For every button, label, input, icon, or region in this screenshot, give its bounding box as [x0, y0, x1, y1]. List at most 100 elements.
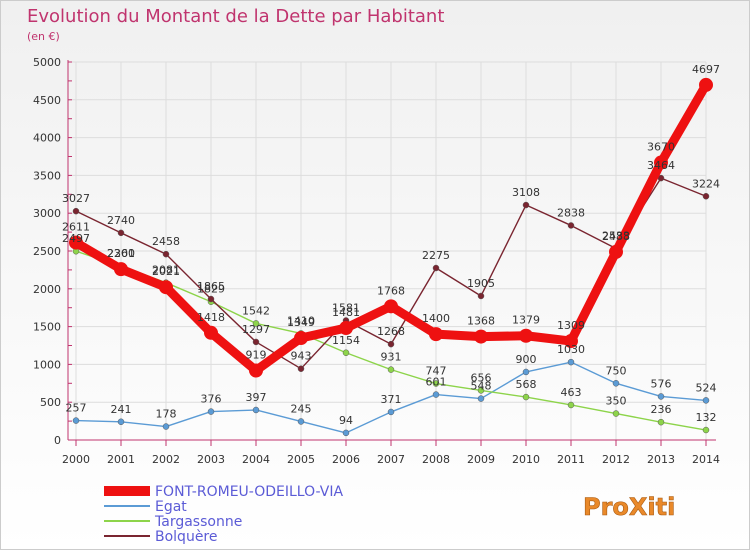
- data-label: 3224: [692, 177, 720, 190]
- data-label: 943: [291, 350, 312, 363]
- y-tick-label: 3000: [33, 207, 61, 220]
- y-tick-label: 0: [54, 434, 61, 447]
- data-label: 2081: [152, 264, 180, 277]
- data-label: 524: [696, 381, 717, 394]
- data-point: [387, 366, 395, 373]
- data-point: [162, 250, 170, 258]
- data-point: [117, 229, 125, 237]
- data-label: 656: [471, 371, 492, 384]
- data-point: [387, 340, 395, 348]
- legend-label: Targassonne: [154, 514, 242, 530]
- data-label: 1768: [377, 284, 405, 297]
- x-tick-label: 2009: [467, 453, 495, 466]
- data-label: 3108: [512, 186, 540, 199]
- data-point: [207, 295, 215, 303]
- data-point: [339, 321, 353, 336]
- data-label: 3670: [647, 141, 675, 154]
- data-label: 2611: [62, 221, 90, 234]
- series-bolqu-re: [72, 174, 710, 372]
- data-point: [114, 262, 128, 277]
- y-tick-label: 4000: [33, 132, 61, 145]
- data-label: 1905: [467, 277, 495, 290]
- data-point: [519, 328, 533, 343]
- data-label: 1829: [197, 283, 225, 296]
- y-tick-label: 4500: [33, 94, 61, 107]
- data-label: 1349: [287, 316, 315, 329]
- data-point: [702, 426, 710, 434]
- logo-text: ProXiti: [583, 493, 675, 521]
- data-label: 371: [381, 393, 402, 406]
- data-point: [342, 349, 350, 357]
- x-tick-label: 2007: [377, 453, 405, 466]
- chart-title: Evolution du Montant de la Dette par Hab…: [27, 6, 444, 27]
- data-point: [117, 418, 125, 426]
- x-tick-label: 2000: [62, 453, 90, 466]
- data-label: 1481: [332, 306, 360, 319]
- x-tick-label: 2011: [557, 453, 585, 466]
- data-label: 747: [426, 365, 447, 378]
- data-label: 236: [651, 403, 672, 416]
- data-label: 548: [471, 380, 492, 393]
- data-point: [564, 334, 578, 349]
- data-point: [567, 401, 575, 409]
- data-label: 1368: [467, 315, 495, 328]
- data-label: 4697: [692, 63, 720, 76]
- data-label: 2497: [62, 232, 90, 245]
- data-label: 2838: [557, 206, 585, 219]
- data-point: [522, 201, 530, 209]
- data-point: [69, 235, 83, 250]
- data-point: [477, 292, 485, 300]
- data-label: 1154: [332, 334, 360, 347]
- data-label: 2301: [107, 247, 135, 260]
- data-point: [657, 393, 665, 400]
- legend: FONT-ROMEU-ODEILLO-VIAEgatTargassonneBol…: [104, 484, 343, 545]
- data-label: 1400: [422, 312, 450, 325]
- data-point: [567, 358, 575, 366]
- y-tick-label: 1500: [33, 321, 61, 334]
- legend-label: Bolquère: [155, 529, 218, 545]
- data-label: 750: [606, 364, 627, 377]
- data-point: [567, 222, 575, 229]
- x-tick-label: 2004: [242, 453, 270, 466]
- x-tick-label: 2008: [422, 453, 450, 466]
- data-point: [657, 418, 665, 426]
- data-point: [252, 338, 260, 346]
- data-label: 3464: [647, 159, 675, 172]
- data-label: 568: [516, 378, 537, 391]
- series-layer: [69, 77, 713, 437]
- series-egat: [72, 358, 710, 437]
- data-label: 1309: [557, 319, 585, 332]
- x-tick-label: 2003: [197, 453, 225, 466]
- data-point: [384, 299, 398, 314]
- data-label: 463: [561, 386, 582, 399]
- x-tick-label: 2010: [512, 453, 540, 466]
- data-point: [477, 387, 485, 394]
- data-label: 2740: [107, 214, 135, 227]
- data-label: 350: [606, 395, 627, 408]
- data-label: 1581: [332, 301, 360, 314]
- data-point: [297, 365, 305, 372]
- y-tick-label: 2500: [33, 245, 61, 258]
- y-tick-label: 1000: [33, 358, 61, 371]
- data-label: 2021: [152, 265, 180, 278]
- x-tick-label: 2012: [602, 453, 630, 466]
- data-label: 2488: [602, 230, 630, 243]
- data-label: 1379: [512, 314, 540, 327]
- data-point: [702, 397, 710, 404]
- data-point: [432, 380, 440, 387]
- x-tick-label: 2006: [332, 453, 360, 466]
- y-tick-label: 500: [40, 396, 61, 409]
- data-point: [162, 423, 170, 430]
- data-label: 2275: [422, 249, 450, 262]
- data-label: 1030: [557, 343, 585, 356]
- data-label: 1297: [242, 323, 270, 336]
- data-label: 1542: [242, 304, 270, 317]
- data-label: 919: [246, 349, 267, 362]
- data-label: 1865: [197, 280, 225, 293]
- data-label: 245: [291, 402, 312, 415]
- data-label: 2458: [152, 235, 180, 248]
- data-point: [252, 406, 260, 414]
